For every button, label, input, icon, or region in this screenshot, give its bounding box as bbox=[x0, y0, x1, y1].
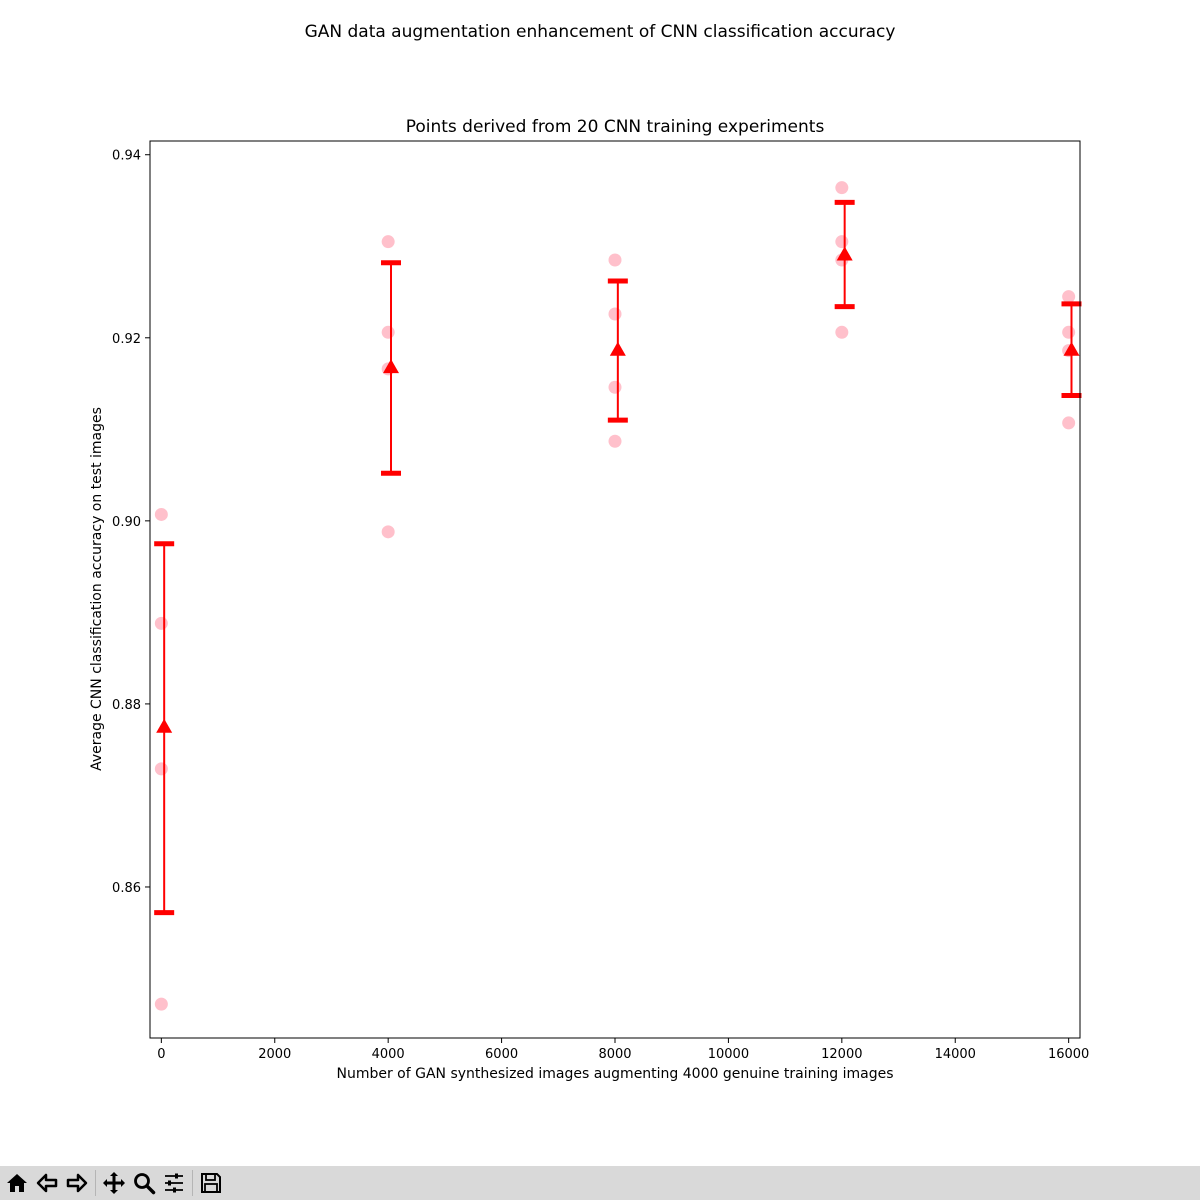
experiment-point bbox=[381, 525, 395, 539]
chart-title: Points derived from 20 CNN training expe… bbox=[406, 117, 825, 137]
plot-area bbox=[154, 181, 1082, 1011]
experiment-point bbox=[835, 325, 849, 339]
experiment-point bbox=[154, 507, 168, 521]
pan-move-icon bbox=[103, 1172, 125, 1194]
y-tick-label: 0.92 bbox=[112, 332, 141, 347]
experiment-point bbox=[154, 762, 168, 776]
experiment-point bbox=[381, 235, 395, 249]
mean-marker bbox=[609, 341, 626, 356]
experiment-point bbox=[608, 307, 622, 321]
experiment-point bbox=[1062, 290, 1076, 304]
forward-button[interactable] bbox=[63, 1169, 91, 1197]
x-tick-label: 6000 bbox=[485, 1047, 518, 1062]
y-axis-label: Average CNN classification accuracy on t… bbox=[89, 407, 105, 771]
toolbar-separator bbox=[192, 1170, 193, 1196]
y-tick-label: 0.88 bbox=[112, 698, 141, 713]
axis-ticks: 0 2000 4000 6000 8000 10000 12000 14000 16000 0.8… bbox=[112, 149, 1089, 1062]
experiment-point bbox=[835, 181, 849, 195]
forward-arrow-icon bbox=[66, 1173, 88, 1193]
zoom-button[interactable] bbox=[130, 1169, 158, 1197]
x-axis-label: Number of GAN synthesized images augment… bbox=[336, 1066, 893, 1082]
x-tick-label: 2000 bbox=[258, 1047, 291, 1062]
experiment-point bbox=[381, 325, 395, 339]
zoom-magnifier-icon bbox=[134, 1173, 156, 1195]
experiment-point bbox=[154, 997, 168, 1011]
experiment-point bbox=[608, 380, 622, 394]
mean-marker bbox=[156, 718, 173, 733]
x-tick-label: 4000 bbox=[372, 1047, 405, 1062]
experiment-point bbox=[1062, 416, 1076, 430]
experiment-point bbox=[1062, 325, 1076, 339]
x-tick-label: 12000 bbox=[821, 1047, 862, 1062]
x-tick-label: 10000 bbox=[708, 1047, 749, 1062]
experiment-point bbox=[608, 434, 622, 448]
x-tick-label: 14000 bbox=[935, 1047, 976, 1062]
mean-marker bbox=[1063, 341, 1080, 356]
save-floppy-icon bbox=[201, 1173, 221, 1193]
configure-subplots-button[interactable] bbox=[160, 1169, 188, 1197]
figure: GAN data augmentation enhancement of CNN… bbox=[89, 22, 1089, 1082]
save-button[interactable] bbox=[197, 1169, 225, 1197]
configure-sliders-icon bbox=[165, 1173, 183, 1193]
y-tick-label: 0.86 bbox=[112, 881, 141, 896]
x-tick-label: 0 bbox=[157, 1047, 165, 1062]
axes-frame bbox=[149, 140, 1081, 1039]
navigation-toolbar bbox=[0, 1166, 1200, 1200]
chart: GAN data augmentation enhancement of CNN… bbox=[89, 22, 1089, 1082]
x-tick-label: 16000 bbox=[1048, 1047, 1089, 1062]
back-button[interactable] bbox=[33, 1169, 61, 1197]
y-tick-label: 0.94 bbox=[112, 149, 141, 164]
y-tick-label: 0.90 bbox=[112, 515, 141, 530]
home-button[interactable] bbox=[3, 1169, 31, 1197]
experiment-point bbox=[154, 616, 168, 630]
figure-suptitle: GAN data augmentation enhancement of CNN… bbox=[305, 22, 896, 42]
mean-marker bbox=[383, 359, 400, 374]
home-icon bbox=[7, 1174, 27, 1192]
pan-button[interactable] bbox=[100, 1169, 128, 1197]
experiment-point bbox=[608, 253, 622, 267]
back-arrow-icon bbox=[36, 1173, 58, 1193]
toolbar-separator bbox=[95, 1170, 96, 1196]
x-tick-label: 8000 bbox=[598, 1047, 631, 1062]
experiment-point bbox=[835, 235, 849, 249]
mean-marker bbox=[836, 246, 853, 261]
